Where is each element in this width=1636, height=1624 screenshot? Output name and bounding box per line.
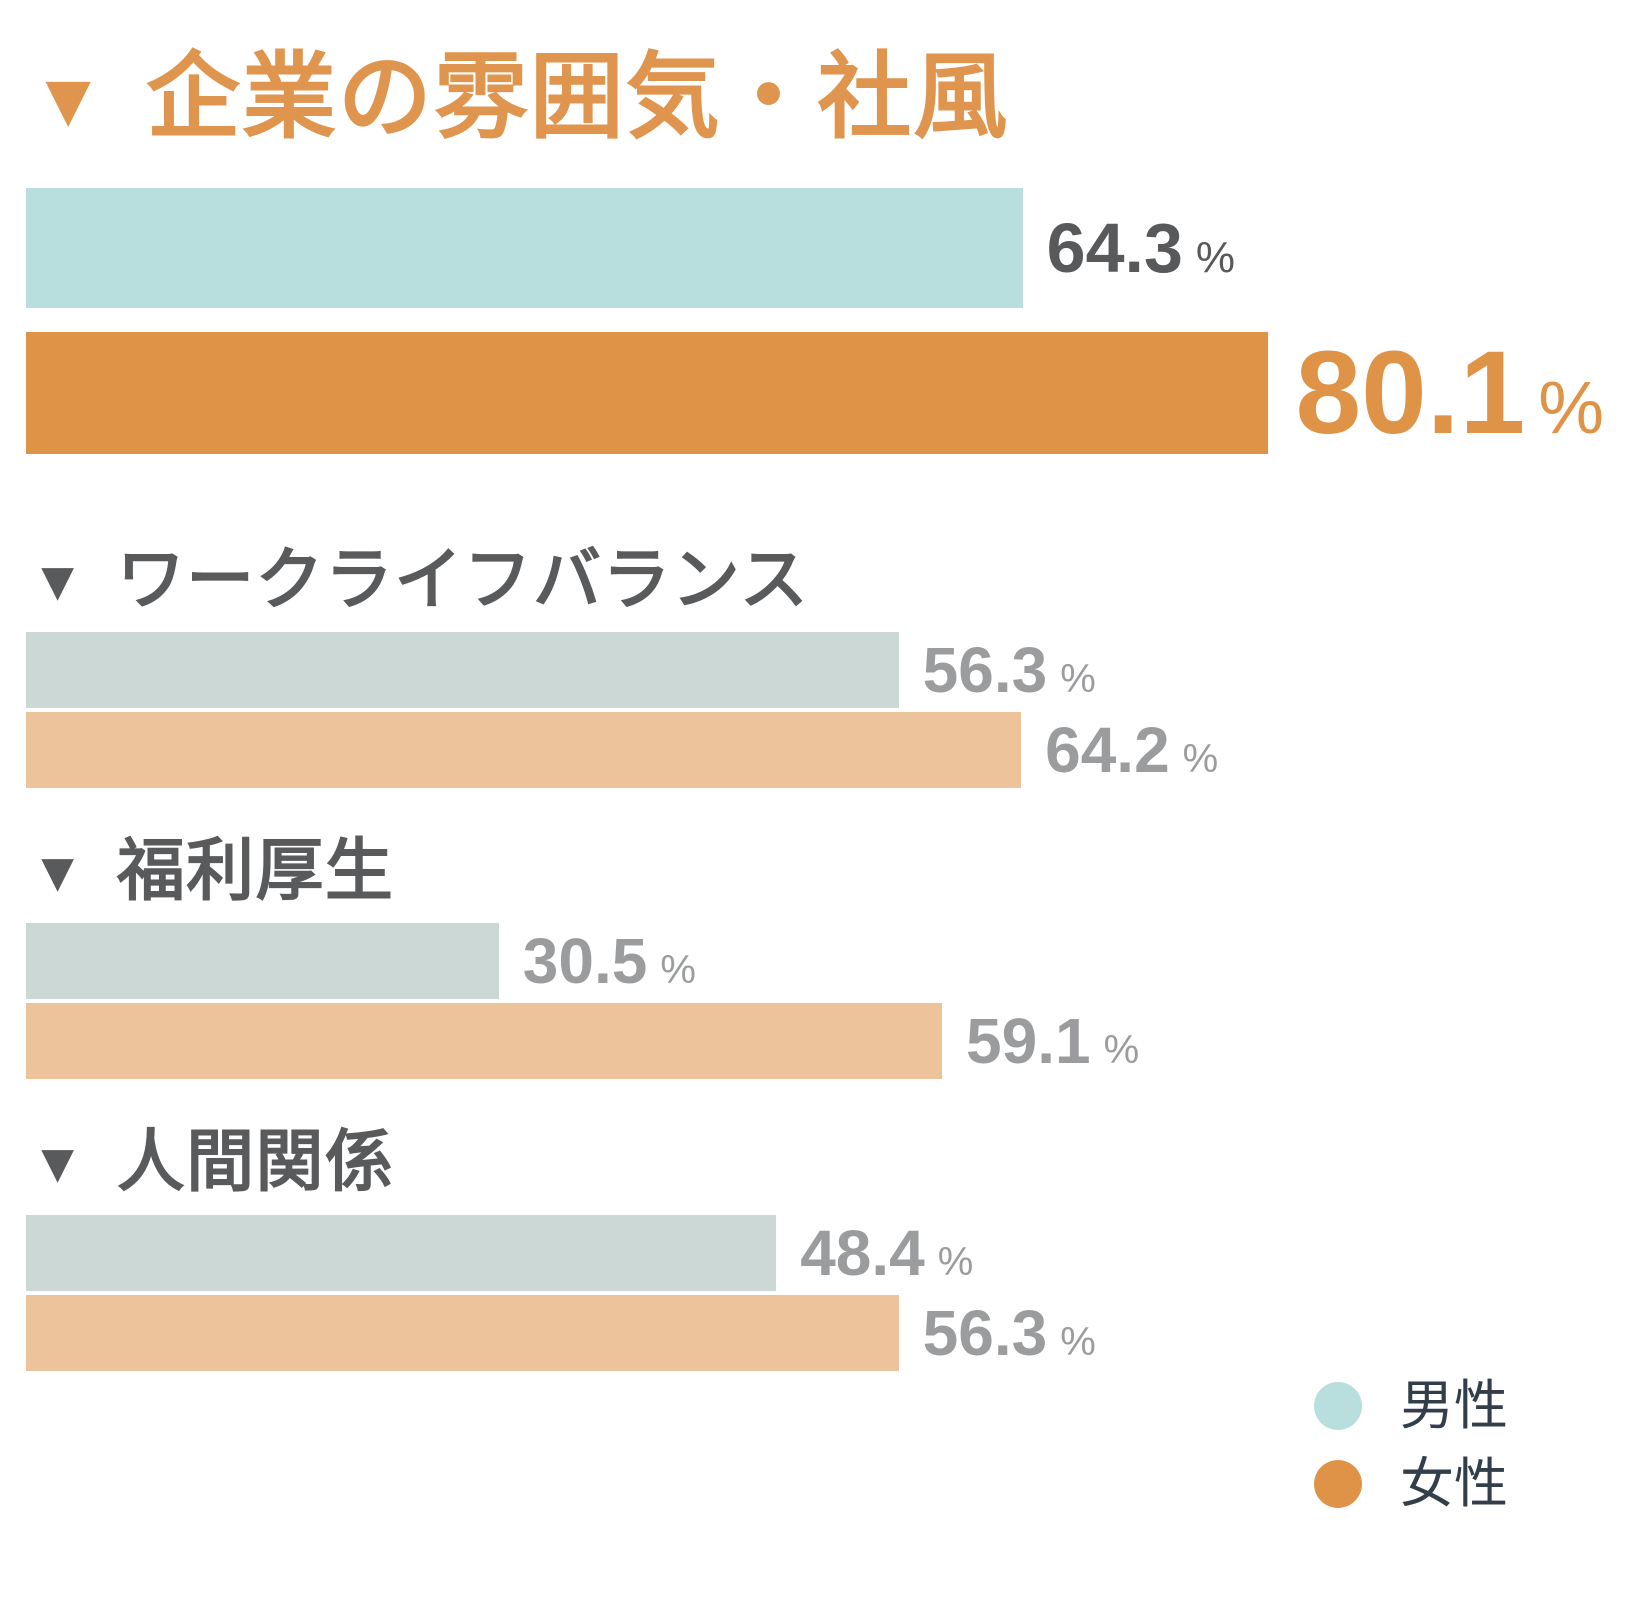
bar-row-female: 64.2 %: [0, 711, 1636, 788]
bar-row-male: 30.5 %: [0, 923, 1636, 1000]
male-series-dot-icon: [1314, 1381, 1362, 1430]
category-section: ▼ ワークライフバランス 56.3 % 64.2 %: [0, 541, 1636, 788]
category-title: ▼ 福利厚生: [0, 832, 1636, 909]
triangle-marker-icon: ▼: [30, 549, 87, 612]
legend-label-male: 男性: [1400, 1375, 1508, 1436]
category-section: ▼ 企業の雰囲気・社風 64.3 % 80.1 %: [0, 46, 1636, 461]
chart-sections: ▼ 企業の雰囲気・社風 64.3 % 80.1 % ▼ ワークライフバランス: [0, 46, 1636, 1371]
value-number-female: 56.3: [922, 1296, 1048, 1369]
category-title-text: 福利厚生: [116, 832, 395, 909]
bar-female: [26, 331, 1268, 454]
value-label-female: 64.2 %: [1045, 713, 1218, 787]
value-number-male: 30.5: [522, 925, 648, 998]
percent-sign-male: %: [1195, 232, 1236, 282]
triangle-marker-icon: ▼: [30, 840, 87, 903]
category-title: ▼ 人間関係: [0, 1127, 1636, 1198]
bar-male: [26, 1214, 777, 1291]
category-section: ▼ 福利厚生 30.5 % 59.1 %: [0, 832, 1636, 1080]
value-label-male: 56.3 %: [923, 633, 1096, 707]
bar-row-male: 64.3 %: [0, 187, 1636, 308]
percent-sign-female: %: [1060, 1319, 1096, 1364]
value-label-female: 56.3 %: [923, 1296, 1096, 1370]
value-number-female: 59.1: [966, 1005, 1091, 1078]
value-number-female: 64.2: [1045, 713, 1170, 786]
bar-male: [26, 631, 899, 708]
category-title-text: ワークライフバランス: [116, 541, 810, 618]
legend-item-male: 男性: [1314, 1379, 1508, 1433]
triangle-marker-icon: ▼: [30, 1132, 87, 1195]
category-title-text: 企業の雰囲気・社風: [146, 44, 1010, 149]
percent-sign-female: %: [1103, 1028, 1140, 1073]
percent-sign-male: %: [1060, 656, 1096, 701]
bar-male: [26, 187, 1023, 308]
legend: 男性 女性: [1314, 1379, 1508, 1511]
bar-row-female: 80.1 %: [0, 325, 1636, 461]
grouped-bar-chart: ▼ 企業の雰囲気・社風 64.3 % 80.1 % ▼ ワークライフバランス: [0, 46, 1636, 1511]
bar-row-male: 56.3 %: [0, 631, 1636, 708]
value-number-female: 80.1: [1295, 326, 1526, 459]
category-title: ▼ ワークライフバランス: [0, 541, 1636, 618]
bar-row-female: 56.3 %: [0, 1294, 1636, 1371]
percent-sign-female: %: [1182, 736, 1219, 781]
value-number-male: 56.3: [922, 633, 1048, 706]
value-number-male: 64.3: [1046, 208, 1183, 287]
percent-sign-male: %: [660, 948, 696, 993]
triangle-marker-icon: ▼: [30, 57, 109, 143]
bar-row-female: 59.1 %: [0, 1003, 1636, 1080]
category-title-text: 人間関係: [116, 1124, 395, 1201]
value-label-male: 48.4 %: [800, 1216, 973, 1290]
value-label-male: 64.3 %: [1047, 208, 1235, 288]
bar-female: [26, 1294, 899, 1371]
legend-item-female: 女性: [1314, 1457, 1508, 1511]
value-label-female: 80.1 %: [1296, 325, 1604, 461]
percent-sign-male: %: [937, 1239, 974, 1284]
bar-row-male: 48.4 %: [0, 1214, 1636, 1291]
bar-male: [26, 923, 499, 1000]
bar-female: [26, 711, 1022, 788]
value-label-female: 59.1 %: [966, 1004, 1139, 1078]
value-label-male: 30.5 %: [523, 924, 696, 998]
female-series-dot-icon: [1314, 1459, 1362, 1508]
percent-sign-female: %: [1538, 365, 1605, 449]
category-title: ▼ 企業の雰囲気・社風: [0, 46, 1636, 148]
bar-female: [26, 1003, 943, 1080]
value-number-male: 48.4: [800, 1216, 925, 1289]
legend-label-female: 女性: [1400, 1453, 1508, 1514]
category-section: ▼ 人間関係 48.4 % 56.3 %: [0, 1127, 1636, 1371]
